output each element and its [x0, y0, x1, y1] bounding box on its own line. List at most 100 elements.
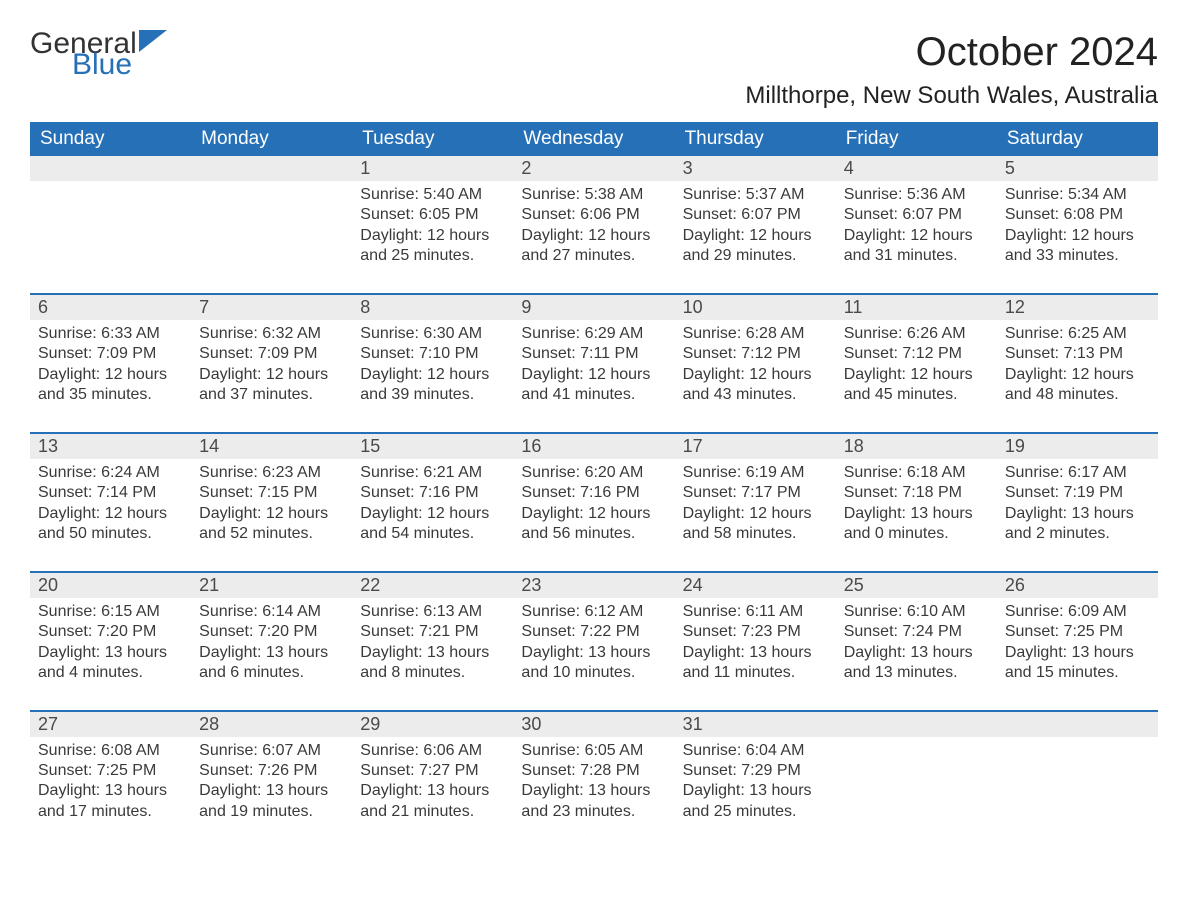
sunset-text: Sunset: 6:07 PM: [844, 205, 989, 225]
sunrise-text: Sunrise: 5:40 AM: [360, 185, 505, 205]
day-number: 11: [836, 295, 997, 320]
calendar-cell: 7Sunrise: 6:32 AMSunset: 7:09 PMDaylight…: [191, 294, 352, 433]
day-number: 21: [191, 573, 352, 598]
weekday-header: Monday: [191, 122, 352, 156]
day-body: Sunrise: 6:32 AMSunset: 7:09 PMDaylight:…: [191, 320, 352, 432]
daylight-text: Daylight: 12 hours: [521, 365, 666, 385]
day-number: 24: [675, 573, 836, 598]
sunset-text: Sunset: 7:17 PM: [683, 483, 828, 503]
daylight-text: Daylight: 12 hours: [360, 226, 505, 246]
daylight-text: and 19 minutes.: [199, 802, 344, 822]
day-body: [997, 737, 1158, 767]
day-body: Sunrise: 6:13 AMSunset: 7:21 PMDaylight:…: [352, 598, 513, 710]
day-number: 6: [30, 295, 191, 320]
day-number: 19: [997, 434, 1158, 459]
daylight-text: Daylight: 12 hours: [683, 504, 828, 524]
calendar-cell: 4Sunrise: 5:36 AMSunset: 6:07 PMDaylight…: [836, 156, 997, 294]
daylight-text: and 23 minutes.: [521, 802, 666, 822]
day-body: [191, 181, 352, 211]
daylight-text: Daylight: 12 hours: [38, 504, 183, 524]
daylight-text: Daylight: 12 hours: [199, 504, 344, 524]
weekday-header: Thursday: [675, 122, 836, 156]
sunset-text: Sunset: 7:25 PM: [1005, 622, 1150, 642]
calendar-cell: 27Sunrise: 6:08 AMSunset: 7:25 PMDayligh…: [30, 711, 191, 849]
sunrise-text: Sunrise: 6:18 AM: [844, 463, 989, 483]
calendar-cell: 11Sunrise: 6:26 AMSunset: 7:12 PMDayligh…: [836, 294, 997, 433]
day-number: 13: [30, 434, 191, 459]
daylight-text: and 41 minutes.: [521, 385, 666, 405]
sunrise-text: Sunrise: 6:21 AM: [360, 463, 505, 483]
day-body: Sunrise: 6:10 AMSunset: 7:24 PMDaylight:…: [836, 598, 997, 710]
daylight-text: Daylight: 13 hours: [683, 781, 828, 801]
daylight-text: and 48 minutes.: [1005, 385, 1150, 405]
calendar-row: 6Sunrise: 6:33 AMSunset: 7:09 PMDaylight…: [30, 294, 1158, 433]
daylight-text: and 33 minutes.: [1005, 246, 1150, 266]
sunrise-text: Sunrise: 6:15 AM: [38, 602, 183, 622]
sunrise-text: Sunrise: 6:17 AM: [1005, 463, 1150, 483]
sunrise-text: Sunrise: 6:28 AM: [683, 324, 828, 344]
daylight-text: Daylight: 12 hours: [683, 226, 828, 246]
calendar-cell: 16Sunrise: 6:20 AMSunset: 7:16 PMDayligh…: [513, 433, 674, 572]
daylight-text: Daylight: 12 hours: [521, 504, 666, 524]
daylight-text: Daylight: 12 hours: [844, 226, 989, 246]
sunset-text: Sunset: 7:14 PM: [38, 483, 183, 503]
day-number: 27: [30, 712, 191, 737]
day-number: 7: [191, 295, 352, 320]
daylight-text: and 43 minutes.: [683, 385, 828, 405]
daylight-text: Daylight: 12 hours: [360, 504, 505, 524]
sunset-text: Sunset: 7:21 PM: [360, 622, 505, 642]
daylight-text: Daylight: 12 hours: [38, 365, 183, 385]
sunrise-text: Sunrise: 6:20 AM: [521, 463, 666, 483]
calendar-cell: 6Sunrise: 6:33 AMSunset: 7:09 PMDaylight…: [30, 294, 191, 433]
sunset-text: Sunset: 7:16 PM: [521, 483, 666, 503]
sunrise-text: Sunrise: 6:12 AM: [521, 602, 666, 622]
sunset-text: Sunset: 6:05 PM: [360, 205, 505, 225]
daylight-text: Daylight: 13 hours: [844, 504, 989, 524]
daylight-text: Daylight: 12 hours: [1005, 365, 1150, 385]
day-body: Sunrise: 6:24 AMSunset: 7:14 PMDaylight:…: [30, 459, 191, 571]
daylight-text: and 2 minutes.: [1005, 524, 1150, 544]
day-body: Sunrise: 6:25 AMSunset: 7:13 PMDaylight:…: [997, 320, 1158, 432]
daylight-text: and 50 minutes.: [38, 524, 183, 544]
sunrise-text: Sunrise: 6:06 AM: [360, 741, 505, 761]
calendar-cell: 8Sunrise: 6:30 AMSunset: 7:10 PMDaylight…: [352, 294, 513, 433]
weekday-header-row: SundayMondayTuesdayWednesdayThursdayFrid…: [30, 122, 1158, 156]
day-body: Sunrise: 6:11 AMSunset: 7:23 PMDaylight:…: [675, 598, 836, 710]
daylight-text: and 39 minutes.: [360, 385, 505, 405]
daylight-text: and 6 minutes.: [199, 663, 344, 683]
day-body: [30, 181, 191, 211]
calendar-cell: 3Sunrise: 5:37 AMSunset: 6:07 PMDaylight…: [675, 156, 836, 294]
day-number: 30: [513, 712, 674, 737]
sunrise-text: Sunrise: 6:13 AM: [360, 602, 505, 622]
calendar-cell: 15Sunrise: 6:21 AMSunset: 7:16 PMDayligh…: [352, 433, 513, 572]
day-body: Sunrise: 6:07 AMSunset: 7:26 PMDaylight:…: [191, 737, 352, 849]
sunset-text: Sunset: 7:16 PM: [360, 483, 505, 503]
daylight-text: Daylight: 13 hours: [844, 643, 989, 663]
calendar-cell: 1 Sunrise: 5:40 AMSunset: 6:05 PMDaylight…: [352, 156, 513, 294]
day-body: Sunrise: 6:21 AMSunset: 7:16 PMDaylight:…: [352, 459, 513, 571]
calendar-row: 1Sunrise: 5:40 AMSunset: 6:05 PMDaylight…: [30, 156, 1158, 294]
sunrise-text: Sunrise: 6:11 AM: [683, 602, 828, 622]
sunrise-text: Sunrise: 5:38 AM: [521, 185, 666, 205]
daylight-text: and 8 minutes.: [360, 663, 505, 683]
calendar-cell: [30, 156, 191, 294]
daylight-text: and 45 minutes.: [844, 385, 989, 405]
daylight-text: Daylight: 13 hours: [1005, 504, 1150, 524]
daylight-text: Daylight: 12 hours: [199, 365, 344, 385]
calendar-cell: [191, 156, 352, 294]
sunset-text: Sunset: 7:12 PM: [683, 344, 828, 364]
sunset-text: Sunset: 7:29 PM: [683, 761, 828, 781]
sunrise-text: Sunrise: 6:19 AM: [683, 463, 828, 483]
calendar-row: 27Sunrise: 6:08 AMSunset: 7:25 PMDayligh…: [30, 711, 1158, 849]
day-number: 1: [352, 156, 513, 181]
calendar-cell: 14Sunrise: 6:23 AMSunset: 7:15 PMDayligh…: [191, 433, 352, 572]
daylight-text: and 37 minutes.: [199, 385, 344, 405]
sunrise-text: Sunrise: 5:34 AM: [1005, 185, 1150, 205]
weekday-header: Saturday: [997, 122, 1158, 156]
day-number: 22: [352, 573, 513, 598]
daylight-text: and 11 minutes.: [683, 663, 828, 683]
day-number: 3: [675, 156, 836, 181]
location-text: Millthorpe, New South Wales, Australia: [30, 82, 1158, 110]
logo-flag-icon: [139, 30, 167, 52]
day-body: Sunrise: 6:12 AMSunset: 7:22 PMDaylight:…: [513, 598, 674, 710]
